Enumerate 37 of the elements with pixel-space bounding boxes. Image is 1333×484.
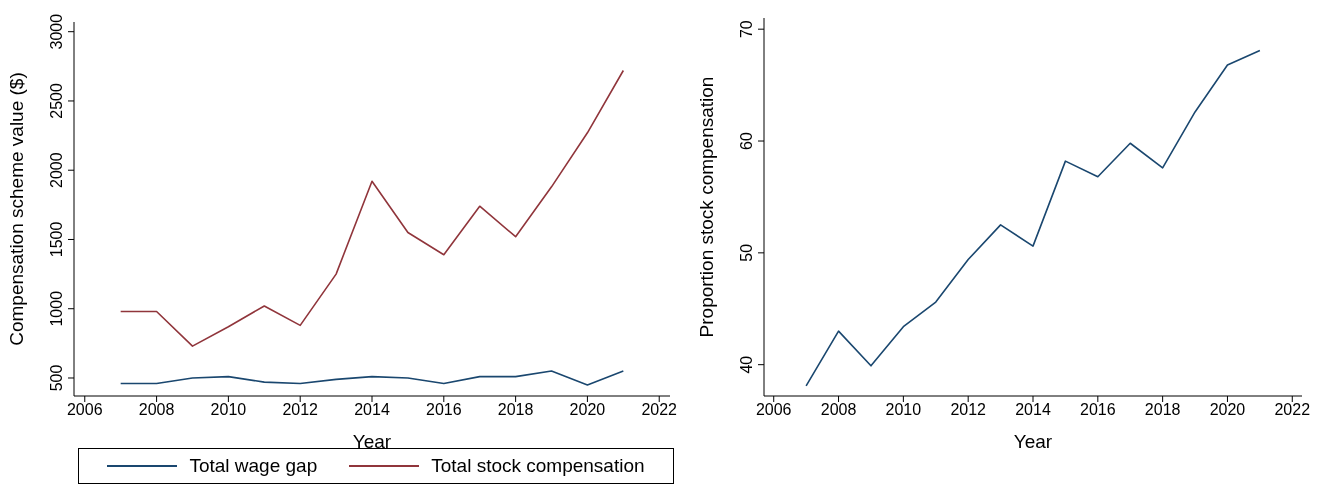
x-axis-title: Year xyxy=(1013,431,1053,452)
legend-label: Total wage gap xyxy=(189,455,318,477)
x-tick-label: 2006 xyxy=(755,401,792,419)
line-series xyxy=(119,69,625,347)
y-tick-label: 40 xyxy=(738,355,755,374)
x-tick-label: 2018 xyxy=(497,401,534,419)
y-tick-label: 50 xyxy=(738,243,755,262)
x-tick-label: 2020 xyxy=(569,401,606,419)
x-tick-label: 2012 xyxy=(282,401,319,419)
y-axis-title: Compensation scheme value ($) xyxy=(5,72,27,346)
x-axis-title: Year xyxy=(352,431,392,452)
x-tick-label: 2014 xyxy=(1015,401,1051,419)
x-tick-label: 2010 xyxy=(885,401,922,419)
x-tick-label: 2012 xyxy=(950,401,987,419)
x-tick-label: 2008 xyxy=(820,401,857,419)
x-tick-label: 2008 xyxy=(138,401,175,419)
y-tick-label: 70 xyxy=(738,20,755,39)
x-tick-label: 2014 xyxy=(354,401,390,419)
x-tick-label: 2018 xyxy=(1144,401,1181,419)
y-tick-label: 500 xyxy=(48,364,65,392)
y-tick-label: 1500 xyxy=(48,221,65,258)
line-series xyxy=(805,49,1261,387)
y-tick-label: 2000 xyxy=(48,152,65,189)
x-tick-label: 2016 xyxy=(426,401,462,419)
x-tick-label: 2006 xyxy=(66,401,103,419)
x-tick-label: 2010 xyxy=(210,401,247,419)
y-tick-label: 60 xyxy=(738,132,755,150)
x-tick-label: 2022 xyxy=(1274,401,1311,419)
y-tick-label: 3000 xyxy=(48,13,65,50)
x-tick-label: 2020 xyxy=(1209,401,1246,419)
legend-label: Total stock compensation xyxy=(431,455,645,477)
x-tick-label: 2022 xyxy=(641,401,678,419)
y-tick-label: 2500 xyxy=(48,83,65,119)
x-tick-label: 2016 xyxy=(1080,401,1116,419)
line-series xyxy=(119,370,625,386)
y-tick-label: 1000 xyxy=(48,290,65,327)
y-axis-title: Proportion stock compensation xyxy=(695,76,717,338)
